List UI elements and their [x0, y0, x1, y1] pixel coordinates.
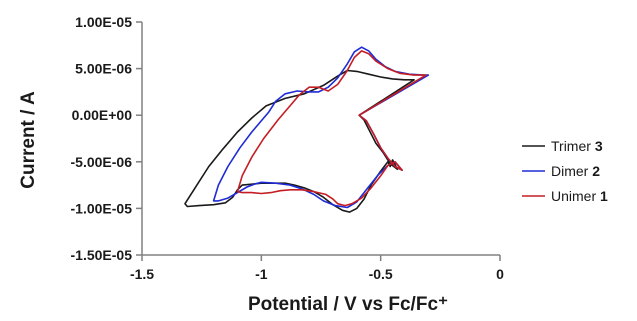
y-tick-labels: 1.00E-05 5.00E-06 0.00E+00 -5.00E-06 -1.00E-…	[71, 14, 133, 263]
legend-label: Trimer 3	[551, 138, 603, 154]
y-tick-label: -5.00E-06	[71, 154, 133, 170]
x-axis-title: Potential / V vs Fc/Fc⁺	[248, 294, 448, 315]
x-tick-label: -0.5	[369, 266, 393, 282]
y-tick-label: 1.00E-05	[75, 14, 132, 30]
plot-series	[184, 46, 430, 213]
x-tick-label: -1.5	[130, 266, 154, 282]
y-tick-label: 5.00E-06	[75, 61, 132, 77]
x-tick-marks	[141, 255, 501, 261]
y-axis: 1.00E-05 5.00E-06 0.00E+00 -5.00E-06 -1.00E-…	[71, 14, 143, 263]
legend-label: Dimer 2	[551, 163, 600, 179]
y-tick-marks	[136, 21, 142, 256]
legend-label: Unimer 1	[551, 188, 608, 204]
y-tick-label: -1.50E-05	[71, 247, 133, 263]
y-tick-label: 0.00E+00	[72, 107, 133, 123]
series-line-unimer	[236, 50, 427, 207]
y-tick-label: -1.00E-05	[71, 200, 133, 216]
y-axis-title: Current / A	[18, 91, 39, 189]
x-tick-label: -1	[255, 266, 268, 282]
x-tick-labels: -1.5 -1 -0.5 0	[130, 266, 504, 282]
x-axis: -1.5 -1 -0.5 0	[130, 254, 504, 282]
legend: Trimer 3 Dimer 2 Unimer 1	[522, 138, 608, 204]
x-tick-label: 0	[496, 266, 504, 282]
